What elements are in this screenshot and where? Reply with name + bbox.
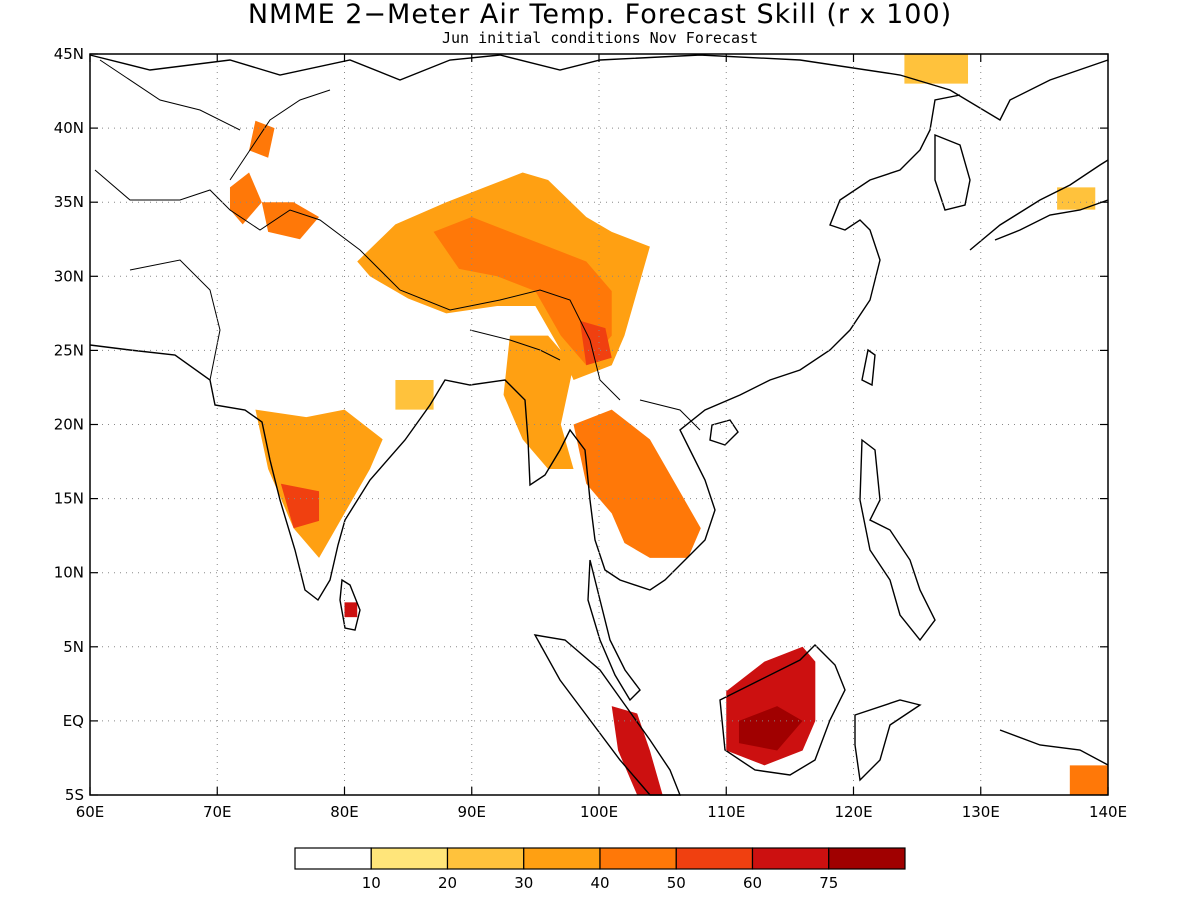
lon-tick-label: 110E bbox=[707, 803, 745, 821]
lon-tick-label: 140E bbox=[1089, 803, 1127, 821]
coastline-india bbox=[89, 94, 961, 602]
coastline-japan bbox=[969, 159, 1109, 251]
skill-region bbox=[249, 120, 275, 158]
skill-region bbox=[1069, 765, 1108, 795]
colorbar-label: 40 bbox=[590, 874, 609, 892]
lat-tick-label: 5N bbox=[63, 638, 84, 656]
lon-tick-label: 90E bbox=[457, 803, 486, 821]
coastline-sumatra bbox=[533, 634, 682, 796]
coastline-hainan bbox=[709, 419, 739, 446]
lon-tick-label: 130E bbox=[962, 803, 1000, 821]
coastline-mainland bbox=[89, 54, 1109, 121]
colorbar-label: 50 bbox=[667, 874, 686, 892]
coastline-philippines bbox=[859, 438, 936, 642]
colorbar-label: 30 bbox=[514, 874, 533, 892]
map-title: NMME 2−Meter Air Temp. Forecast Skill (r… bbox=[247, 0, 953, 30]
skill-region bbox=[579, 320, 612, 366]
lat-tick-label: 45N bbox=[54, 45, 84, 63]
skill-region bbox=[395, 380, 434, 410]
coastline-layer bbox=[89, 54, 1109, 796]
coastline-sri-lanka bbox=[339, 578, 361, 631]
lat-tick-label: 40N bbox=[54, 119, 84, 137]
lat-tick-label: 30N bbox=[54, 267, 84, 285]
colorbar-swatch bbox=[294, 847, 372, 870]
skill-region bbox=[433, 217, 612, 366]
colorbar-swatch bbox=[523, 847, 601, 870]
colorbar-label: 20 bbox=[438, 874, 457, 892]
border-lines bbox=[94, 59, 701, 431]
colorbar-label: 75 bbox=[819, 874, 838, 892]
colorbar: 10 20 30 40 50 60 75 bbox=[294, 847, 906, 892]
coastline-taiwan bbox=[861, 348, 876, 387]
lat-tick-label: 15N bbox=[54, 490, 84, 508]
colorbar-swatch bbox=[751, 847, 830, 870]
lon-tick-label: 60E bbox=[76, 803, 105, 821]
skill-region bbox=[611, 706, 663, 795]
skill-region bbox=[229, 172, 262, 225]
lat-tick-label: 5S bbox=[65, 786, 84, 804]
skill-region bbox=[344, 602, 358, 618]
skill-region bbox=[573, 409, 701, 558]
map-subtitle: Jun initial conditions Nov Forecast bbox=[441, 29, 759, 47]
coastline-sulawesi bbox=[854, 699, 922, 782]
colorbar-swatch bbox=[370, 847, 449, 870]
skill-region bbox=[1057, 187, 1096, 210]
lat-tick-label: 25N bbox=[54, 341, 84, 359]
colorbar-swatch bbox=[599, 847, 677, 870]
lat-tick-label: 35N bbox=[54, 193, 84, 211]
colorbar-label: 10 bbox=[362, 874, 381, 892]
coastline-korea bbox=[934, 133, 971, 211]
lat-tick-label: 10N bbox=[54, 564, 84, 582]
lon-tick-label: 80E bbox=[330, 803, 359, 821]
skill-region bbox=[738, 706, 803, 751]
colorbar-swatch bbox=[446, 847, 525, 870]
lon-tick-label: 100E bbox=[580, 803, 618, 821]
axis-layer: 60E 70E 80E 90E 100E 110E 120E 130E 140E 45N 40N 35… bbox=[54, 45, 1127, 821]
lon-tick-label: 70E bbox=[203, 803, 232, 821]
coastline-malay-peninsula bbox=[587, 559, 641, 702]
skill-field-layer bbox=[229, 54, 1108, 795]
coastline-borneo bbox=[719, 644, 846, 776]
skill-region bbox=[904, 54, 969, 84]
skill-region bbox=[280, 483, 320, 529]
skill-region bbox=[255, 409, 383, 558]
lon-tick-label: 120E bbox=[834, 803, 872, 821]
coastline-new-guinea bbox=[999, 729, 1109, 766]
colorbar-swatch bbox=[828, 847, 906, 870]
colorbar-label: 60 bbox=[743, 874, 762, 892]
colorbar-swatch bbox=[675, 847, 754, 870]
skill-region bbox=[261, 202, 320, 240]
lat-tick-label: EQ bbox=[63, 712, 84, 730]
skill-region bbox=[503, 335, 574, 469]
lat-tick-label: 20N bbox=[54, 416, 84, 434]
